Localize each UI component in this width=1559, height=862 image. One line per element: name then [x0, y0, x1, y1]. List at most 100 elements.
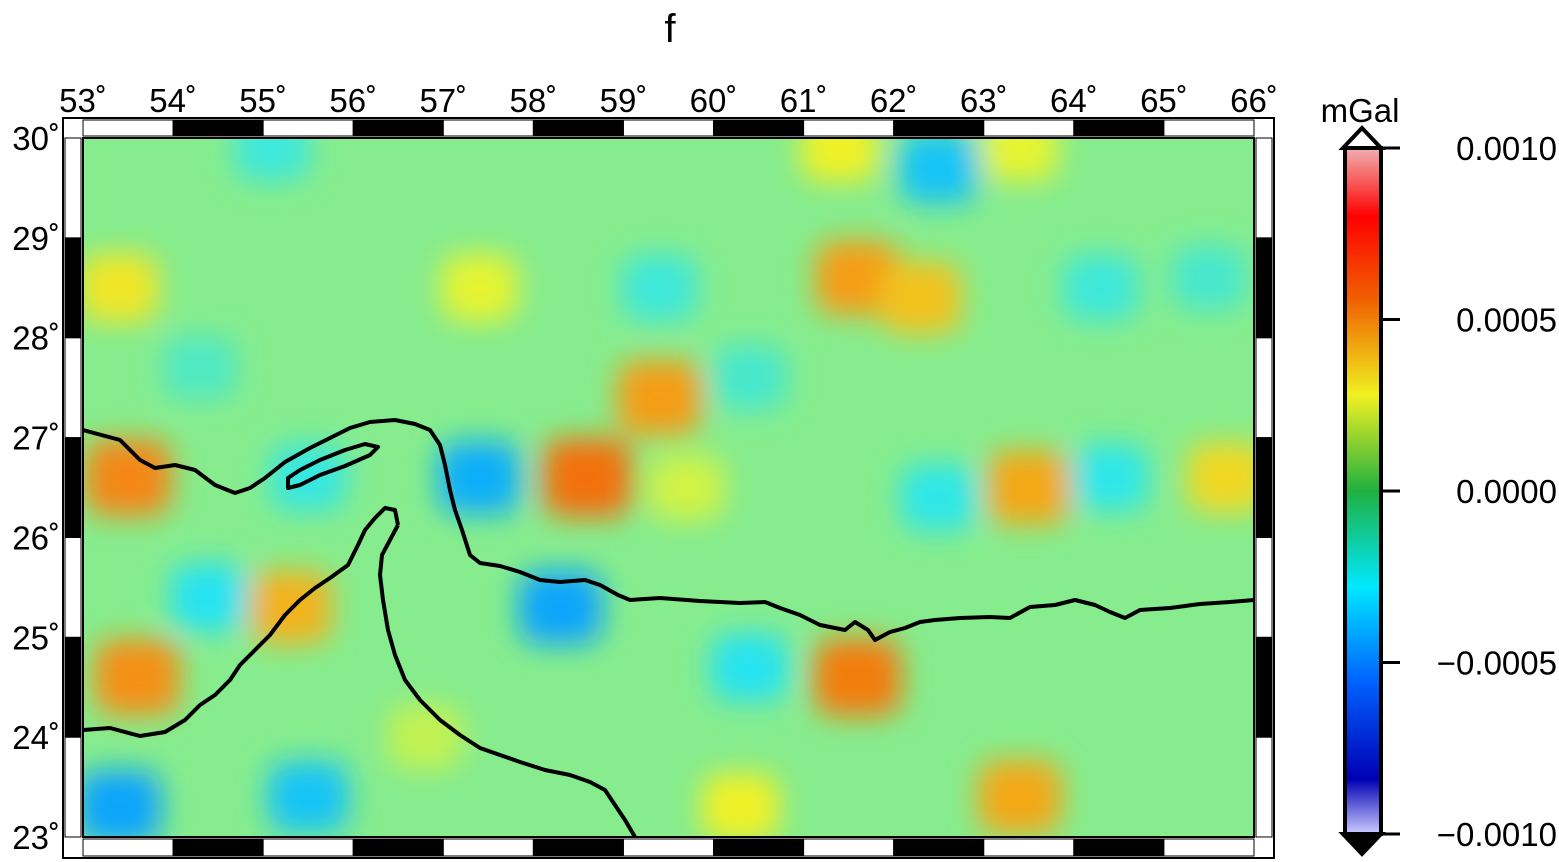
anomaly-patch	[648, 454, 725, 521]
colorbar-max-triangle	[1338, 125, 1386, 150]
anomaly-patch	[1063, 255, 1139, 321]
frame-tick-bar	[622, 119, 715, 137]
frame-tick-bar	[1255, 237, 1273, 339]
frame-tick-bar	[803, 119, 895, 137]
anomaly-patch	[83, 253, 159, 322]
frame-tick-bar	[64, 636, 82, 738]
longitude-label: 63˚	[960, 82, 1008, 119]
longitude-labels: 53˚ 54˚ 55˚ 56˚ 57˚ 58˚ 59˚ 60˚ 61˚ 62˚ 63˚ 64˚ 65˚ 6…	[59, 82, 1278, 119]
longitude-label: 57˚	[419, 82, 467, 119]
latitude-label: 28˚	[12, 320, 60, 357]
coastline-iran	[83, 418, 1254, 642]
anomaly-patch	[710, 633, 789, 701]
frame-tick-bar	[82, 838, 174, 857]
frame-tick-bar	[532, 838, 624, 857]
frame-tick-bar	[893, 119, 985, 137]
latitude-labels: 30˚ 29˚ 28˚ 27˚ 26˚ 25˚ 24˚ 23˚	[12, 120, 60, 856]
frame-tick-bar	[262, 119, 354, 137]
frame-tick-bar	[893, 838, 985, 857]
longitude-label: 65˚	[1140, 82, 1188, 119]
latitude-label: 25˚	[12, 619, 60, 656]
frame-tick-bar	[1255, 736, 1273, 838]
anomaly-patch	[1171, 245, 1247, 311]
latitude-label: 30˚	[12, 120, 60, 157]
anomaly-patch	[438, 441, 521, 514]
frame-tick-bar	[1163, 838, 1255, 857]
frame-tick-bar	[172, 119, 264, 137]
anomaly-patch	[900, 464, 978, 531]
frame-tick-bar	[1073, 838, 1165, 857]
frame-tick-bar	[1255, 137, 1273, 239]
latitude-label: 26˚	[12, 519, 60, 556]
frame-tick-bar	[1255, 437, 1273, 538]
frame-tick-bar	[713, 119, 805, 137]
anomaly-patch	[518, 570, 603, 645]
colorbar-bar	[1343, 146, 1383, 836]
frame-tick-bar	[82, 119, 174, 137]
longitude-label: 59˚	[600, 82, 648, 119]
anomaly-patch	[978, 760, 1062, 834]
anomaly-patch	[815, 240, 900, 315]
colorbar-tick-label: 0.0000	[1456, 473, 1557, 510]
frame-tick-bar	[64, 736, 82, 838]
frame-tick-bar	[352, 838, 444, 857]
frame-tick-bar	[1255, 536, 1273, 638]
anomaly-patch	[987, 450, 1071, 525]
colorbar-tick-label: −0.0010	[1437, 816, 1557, 853]
longitude-label: 54˚	[149, 82, 197, 119]
colorbar: mGal 0.0010 0.0005 0.0000 −0.0005 −0.0010	[1321, 92, 1557, 857]
frame-tick-bar	[442, 838, 534, 857]
map-frame	[62, 117, 1275, 859]
anomaly-patch	[813, 638, 902, 716]
anomaly-patch	[94, 639, 180, 716]
anomaly-patch	[712, 345, 787, 410]
colorbar-unit: mGal	[1321, 92, 1400, 129]
anomaly-patch	[1187, 442, 1254, 513]
longitude-label: 58˚	[510, 82, 558, 119]
latitude-label: 23˚	[12, 819, 60, 856]
frame-tick-bar	[532, 119, 624, 137]
longitude-label: 64˚	[1050, 82, 1098, 119]
longitude-label: 55˚	[239, 82, 287, 119]
frame-tick-bar	[713, 838, 805, 857]
longitude-label: 61˚	[780, 82, 828, 119]
longitude-label: 62˚	[870, 82, 918, 119]
latitude-label: 24˚	[12, 719, 60, 756]
anomaly-patch	[898, 138, 979, 204]
map-title: f	[664, 7, 676, 51]
colorbar-ticks: 0.0010 0.0005 0.0000 −0.0005 −0.0010	[1381, 130, 1557, 853]
colorbar-min-triangle	[1338, 832, 1386, 857]
frame-tick-bar	[64, 437, 82, 538]
longitude-label: 56˚	[329, 82, 377, 119]
anomaly-patch	[543, 438, 632, 517]
anomaly-patch	[388, 704, 463, 770]
anomaly-patch	[83, 770, 161, 837]
frame-tick-bar	[1255, 636, 1273, 738]
anomaly-patch	[234, 138, 310, 181]
gravity-field	[83, 138, 1254, 837]
frame-tick-bar	[64, 137, 82, 239]
frame-tick-bar	[1163, 119, 1255, 137]
frame-tick-bar	[262, 838, 354, 857]
coastlines	[83, 418, 1254, 837]
anomaly-patch	[981, 138, 1059, 182]
frame-tick-bar	[172, 838, 264, 857]
frame-tick-bar	[983, 838, 1075, 857]
colorbar-tick-label: −0.0005	[1437, 645, 1557, 682]
anomaly-patch	[267, 761, 349, 833]
longitude-label: 53˚	[59, 82, 107, 119]
frame-tick-bar	[64, 337, 82, 439]
frame-tick-bar	[622, 838, 715, 857]
anomaly-patch	[1071, 444, 1149, 511]
frame-tick-bar	[352, 119, 444, 137]
latitude-label: 27˚	[12, 420, 60, 457]
frame-tick-bar	[1073, 119, 1165, 137]
latitude-label: 29˚	[12, 220, 60, 257]
frame-tick-bar	[64, 536, 82, 638]
anomaly-patch	[84, 439, 172, 516]
coastline-oman	[378, 524, 637, 837]
anomaly-patch	[701, 773, 780, 837]
longitude-label: 60˚	[690, 82, 738, 119]
frame-tick-bar	[442, 119, 534, 137]
